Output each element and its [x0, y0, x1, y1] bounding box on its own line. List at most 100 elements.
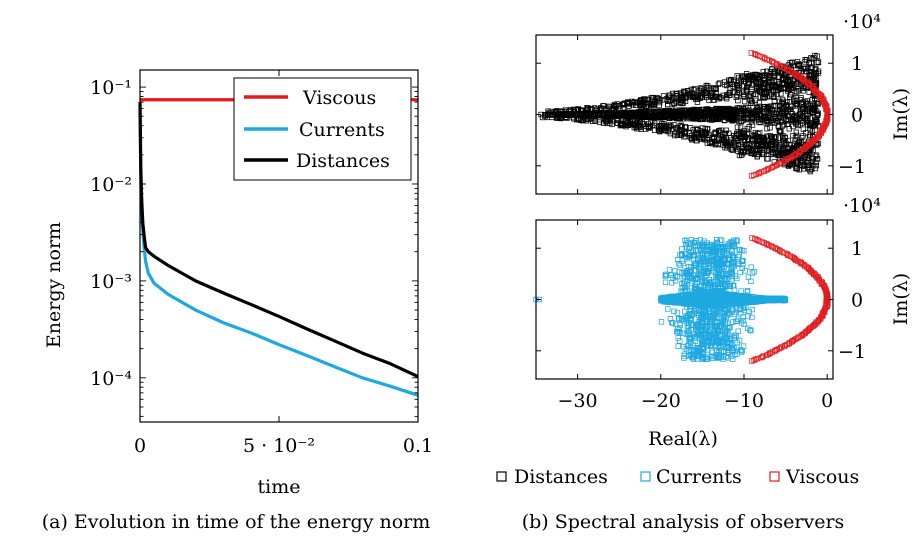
eigenvalue-marker	[676, 298, 682, 304]
eigenvalue-marker	[682, 134, 688, 140]
eigenvalue-marker	[789, 147, 795, 153]
eigenvalue-marker	[712, 247, 719, 254]
eigenvalue-marker	[748, 100, 754, 107]
eigenvalue-marker	[708, 342, 714, 349]
eigenvalue-marker	[688, 133, 695, 139]
spectral-caption: (b) Spectral analysis of observers	[522, 511, 845, 533]
eigenvalue-marker	[719, 114, 725, 120]
eigenvalue-marker	[765, 156, 771, 162]
eigenvalue-marker	[718, 339, 725, 345]
eigenvalue-marker	[706, 314, 713, 320]
eigenvalue-marker	[695, 350, 701, 356]
eigenvalue-marker	[685, 312, 691, 319]
eigenvalue-marker	[748, 50, 754, 56]
eigenvalue-marker	[711, 311, 718, 317]
eigenvalue-marker	[702, 260, 708, 266]
eigenvalue-marker	[699, 242, 705, 248]
spectral-top-ylabel: Im(λ)	[890, 88, 912, 140]
eigenvalue-marker	[688, 351, 694, 358]
eigenvalue-marker	[797, 97, 803, 103]
eigenvalue-marker	[776, 135, 782, 141]
eigenvalue-marker	[690, 108, 696, 114]
eigenvalue-marker	[661, 97, 667, 103]
spectral-bottom-multiplier: ·10⁴	[843, 195, 881, 217]
eigenvalue-marker	[686, 310, 692, 317]
eigenvalue-marker	[733, 293, 739, 299]
eigenvalue-marker	[662, 273, 668, 279]
eigenvalue-marker	[683, 346, 689, 352]
eigenvalue-marker	[724, 312, 731, 318]
legend-label-viscous: Viscous	[785, 466, 859, 488]
eigenvalue-marker	[774, 87, 780, 94]
eigenvalue-marker	[638, 111, 644, 117]
eigenvalue-marker	[718, 278, 725, 284]
eigenvalue-marker	[734, 83, 741, 89]
eigenvalue-marker	[773, 103, 779, 109]
eigenvalue-marker	[727, 114, 733, 120]
eigenvalue-marker	[665, 306, 671, 312]
eigenvalue-marker	[813, 73, 819, 79]
eigenvalue-marker	[764, 103, 771, 110]
eigenvalue-marker	[714, 237, 720, 243]
eigenvalue-marker	[695, 322, 701, 329]
eigenvalue-marker	[776, 128, 782, 134]
eigenvalue-marker	[679, 288, 686, 295]
eigenvalue-marker	[724, 282, 730, 288]
eigenvalue-marker	[756, 170, 762, 177]
eigenvalue-marker	[713, 289, 719, 295]
eigenvalue-marker	[756, 298, 762, 304]
energy-ylabel: Energy norm	[43, 222, 65, 348]
eigenvalue-marker	[539, 114, 546, 121]
eigenvalue-marker	[723, 301, 729, 308]
eigenvalue-marker	[699, 341, 706, 347]
eigenvalue-marker	[722, 79, 728, 85]
eigenvalue-marker	[731, 110, 737, 117]
eigenvalue-marker	[631, 121, 637, 128]
eigenvalue-marker	[701, 135, 708, 141]
eigenvalue-marker	[795, 122, 801, 129]
eigenvalue-marker	[563, 111, 570, 118]
eigenvalue-marker	[735, 328, 741, 334]
eigenvalue-marker	[761, 138, 768, 144]
eigenvalue-marker	[813, 80, 820, 86]
eigenvalue-marker	[679, 246, 685, 252]
eigenvalue-marker	[790, 62, 797, 69]
spectral-top-ticks: −1 0 1	[536, 35, 866, 194]
eigenvalue-marker	[674, 310, 681, 316]
eigenvalue-marker	[630, 100, 636, 106]
eigenvalue-marker	[813, 162, 820, 169]
eigenvalue-marker	[770, 295, 776, 302]
eigenvalue-marker	[713, 343, 719, 350]
eigenvalue-marker	[691, 348, 697, 354]
eigenvalue-marker	[651, 99, 658, 105]
eigenvalue-marker	[730, 283, 736, 289]
eigenvalue-marker	[681, 107, 688, 113]
eigenvalue-marker	[678, 113, 684, 119]
eigenvalue-marker	[780, 134, 786, 141]
eigenvalue-marker	[677, 123, 683, 129]
eigenvalue-marker	[727, 283, 733, 289]
eigenvalue-marker	[663, 271, 669, 278]
eigenvalue-marker	[734, 300, 740, 307]
eigenvalue-marker	[715, 261, 721, 267]
eigenvalue-marker	[696, 130, 702, 136]
eigenvalue-marker	[806, 149, 812, 156]
eigenvalue-marker	[723, 297, 729, 304]
eigenvalue-marker	[708, 353, 715, 360]
eigenvalue-marker	[694, 293, 701, 299]
eigenvalue-marker	[661, 111, 667, 118]
eigenvalue-marker	[741, 130, 747, 137]
eigenvalue-marker	[796, 137, 803, 144]
eigenvalue-marker	[700, 243, 706, 250]
eigenvalue-marker	[790, 255, 797, 261]
eigenvalue-marker	[703, 330, 710, 337]
eigenvalue-marker	[770, 59, 776, 65]
eigenvalue-marker	[679, 252, 685, 258]
eigenvalue-marker	[702, 298, 708, 304]
eigenvalue-marker	[798, 139, 805, 145]
eigenvalue-marker	[656, 113, 662, 119]
eigenvalue-marker	[787, 94, 793, 100]
eigenvalue-marker	[756, 141, 762, 147]
eigenvalue-marker	[728, 117, 735, 123]
eigenvalue-marker	[775, 246, 781, 253]
